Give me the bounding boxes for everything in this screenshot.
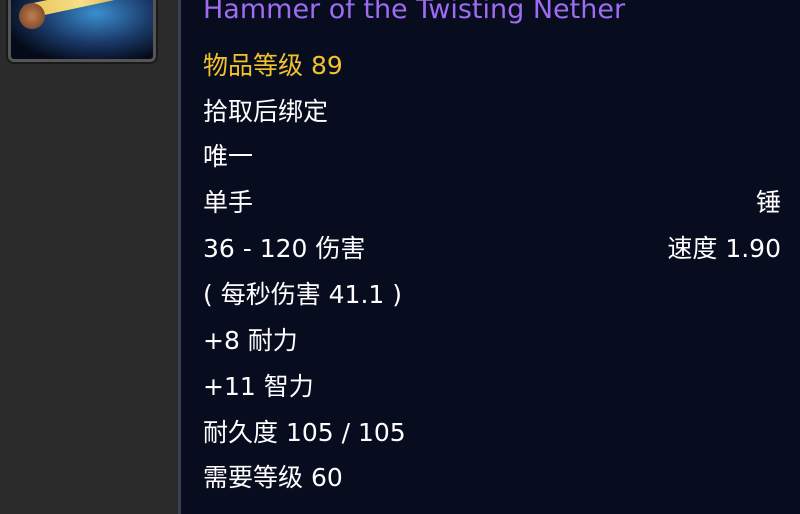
unique: 唯一 <box>203 137 781 173</box>
hammer-item-icon[interactable] <box>8 0 156 62</box>
slot-row: 单手 锤 <box>203 183 781 219</box>
stamina-row: +8 耐力 <box>203 321 781 357</box>
left-panel <box>0 0 176 500</box>
item-level-text: 物品等级 89 <box>203 51 343 80</box>
weapon-type: 锤 <box>755 188 781 217</box>
item-tooltip: Hammer of the Twisting Nether 物品等级 89 拾取… <box>178 0 800 514</box>
item-name: Hammer of the Twisting Nether <box>203 0 781 25</box>
required-level: 需要等级 60 <box>203 463 343 492</box>
damage: 36 - 120 伤害 <box>203 234 366 263</box>
unique-text: 唯一 <box>203 142 254 171</box>
slot: 单手 <box>203 188 254 217</box>
durability: 耐久度 105 / 105 <box>203 418 406 447</box>
speed: 速度 1.90 <box>667 234 781 263</box>
hammer-head <box>19 3 45 29</box>
item-name-text: Hammer of the Twisting Nether <box>203 0 626 25</box>
dps: ( 每秒伤害 41.1 ) <box>203 280 403 309</box>
stamina: +8 耐力 <box>203 326 298 355</box>
binding: 拾取后绑定 <box>203 92 781 128</box>
item-level: 物品等级 89 <box>203 46 781 82</box>
required-level-row: 需要等级 60 <box>203 458 781 494</box>
damage-row: 36 - 120 伤害 速度 1.90 <box>203 229 781 265</box>
durability-row: 耐久度 105 / 105 <box>203 413 781 449</box>
intellect: +11 智力 <box>203 372 314 401</box>
dps-row: ( 每秒伤害 41.1 ) <box>203 275 781 311</box>
binding-text: 拾取后绑定 <box>203 97 329 126</box>
intellect-row: +11 智力 <box>203 367 781 403</box>
